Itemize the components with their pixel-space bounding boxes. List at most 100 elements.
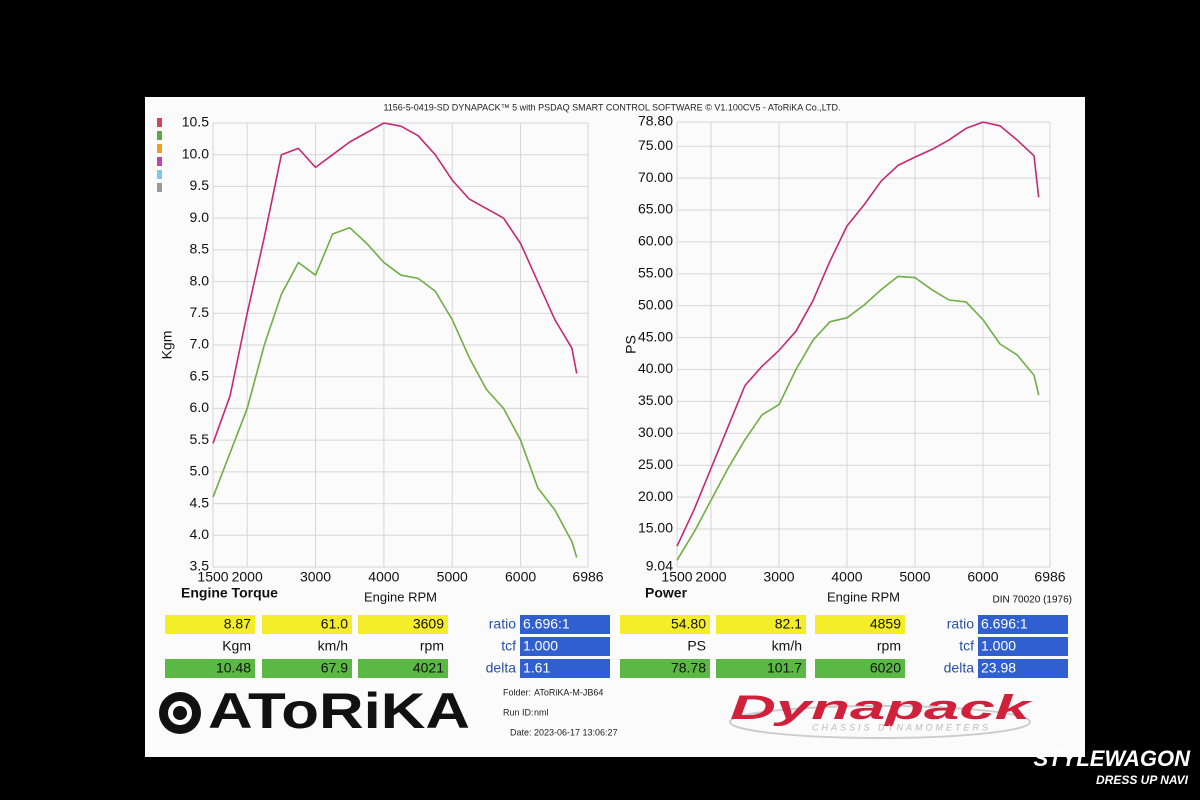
y-tick-label: 9.04 bbox=[646, 558, 673, 574]
folder: AToRiKA-M-JB64 bbox=[534, 687, 603, 697]
x-tick-label: 5000 bbox=[899, 569, 930, 585]
param-value: 23.98 bbox=[981, 660, 1016, 676]
param-label: ratio bbox=[489, 616, 516, 632]
readout-cell bbox=[165, 615, 255, 634]
key-swatch bbox=[157, 131, 162, 140]
brand-sub: CHASSIS DYNAMOMETERS bbox=[812, 722, 991, 732]
y-tick-label: 20.00 bbox=[638, 488, 673, 504]
readout-cell bbox=[262, 659, 352, 678]
x-tick-label: 4000 bbox=[831, 569, 862, 585]
watermark-line2: DRESS UP NAVI bbox=[1096, 773, 1189, 787]
y-tick-label: 70.00 bbox=[638, 169, 673, 185]
y-tick-label: 10.0 bbox=[182, 145, 209, 161]
param-label: tcf bbox=[501, 638, 516, 654]
readout-value: 10.48 bbox=[216, 660, 251, 676]
key-swatch bbox=[157, 157, 162, 166]
readout-value: 6020 bbox=[870, 660, 901, 676]
readout-unit: km/h bbox=[772, 638, 802, 654]
readout-value: 8.87 bbox=[224, 616, 251, 632]
param-label: ratio bbox=[947, 616, 974, 632]
readout-value: 3609 bbox=[413, 616, 444, 632]
company-logo: AToRiKA bbox=[208, 683, 470, 739]
x-tick-label: 6000 bbox=[505, 569, 536, 585]
y-tick-label: 40.00 bbox=[638, 360, 673, 376]
readout-cell bbox=[815, 659, 905, 678]
param-label: tcf bbox=[959, 638, 974, 654]
brand-logo: Dynapack bbox=[730, 689, 1034, 727]
y-tick-label: 65.00 bbox=[638, 201, 673, 217]
y-tick-label: 7.0 bbox=[190, 336, 210, 352]
x-tick-label: 6986 bbox=[1034, 569, 1065, 585]
y-tick-label: 60.00 bbox=[638, 233, 673, 249]
readout-value: 4021 bbox=[413, 660, 444, 676]
param-cell bbox=[520, 637, 610, 656]
readout-unit: PS bbox=[687, 638, 706, 654]
readout-cell bbox=[815, 615, 905, 634]
readout-value: 54.80 bbox=[671, 616, 706, 632]
data-line bbox=[212, 226, 578, 558]
color-key bbox=[157, 118, 162, 192]
y-tick-label: 4.0 bbox=[190, 526, 210, 542]
readout-cell bbox=[165, 659, 255, 678]
readout-cell bbox=[358, 615, 448, 634]
y-tick-label: 30.00 bbox=[638, 424, 673, 440]
x-tick-label: 1500 bbox=[197, 569, 228, 585]
readout-unit: rpm bbox=[877, 638, 901, 654]
atorika-logo: AToRiKA bbox=[159, 683, 470, 739]
y-tick-label: 75.00 bbox=[638, 137, 673, 153]
y-tick-label: 5.5 bbox=[190, 431, 210, 447]
x-tick-label: 3000 bbox=[763, 569, 794, 585]
note: DIN 70020 (1976) bbox=[993, 595, 1073, 606]
y-tick-label: 8.5 bbox=[190, 241, 210, 257]
key-swatch bbox=[157, 118, 162, 127]
x-tick-label: 2000 bbox=[695, 569, 726, 585]
y-tick-label: 35.00 bbox=[638, 392, 673, 408]
key-swatch bbox=[157, 144, 162, 153]
key-swatch bbox=[157, 183, 162, 192]
x-tick-label: 2000 bbox=[232, 569, 263, 585]
paper bbox=[145, 97, 1085, 757]
folder-label: Folder: bbox=[503, 687, 531, 697]
readout-cell bbox=[716, 615, 806, 634]
readout-value: 61.0 bbox=[321, 616, 348, 632]
y-tick-label: 10.5 bbox=[182, 114, 209, 130]
param-cell bbox=[520, 615, 610, 634]
data-line bbox=[676, 275, 1040, 561]
y-tick-label: 6.0 bbox=[190, 399, 210, 415]
readout-cell bbox=[620, 615, 710, 634]
y-tick-label: 5.0 bbox=[190, 463, 210, 479]
y-tick-label: 15.00 bbox=[638, 520, 673, 536]
x-axis-label: Engine RPM bbox=[364, 589, 437, 604]
param-cell bbox=[978, 615, 1068, 634]
y-tick-label: 9.0 bbox=[190, 209, 210, 225]
y-axis-label: PS bbox=[623, 335, 639, 354]
readout-value: 101.7 bbox=[767, 660, 802, 676]
y-tick-label: 25.00 bbox=[638, 456, 673, 472]
param-value: 1.000 bbox=[523, 638, 558, 654]
y-tick-label: 8.0 bbox=[190, 272, 210, 288]
param-cell bbox=[978, 637, 1068, 656]
readout-value: 4859 bbox=[870, 616, 901, 632]
param-cell bbox=[520, 659, 610, 678]
y-tick-label: 7.5 bbox=[190, 304, 210, 320]
readout-value: 82.1 bbox=[775, 616, 802, 632]
y-tick-label: 55.00 bbox=[638, 265, 673, 281]
data-line bbox=[676, 121, 1040, 547]
x-tick-label: 4000 bbox=[368, 569, 399, 585]
readout-cell bbox=[716, 659, 806, 678]
y-tick-label: 50.00 bbox=[638, 296, 673, 312]
y-tick-label: 78.80 bbox=[638, 113, 673, 129]
param-value: 6.696:1 bbox=[981, 616, 1028, 632]
x-tick-label: 6000 bbox=[967, 569, 998, 585]
readout-cell bbox=[358, 659, 448, 678]
y-tick-label: 4.5 bbox=[190, 494, 210, 510]
x-tick-label: 3000 bbox=[300, 569, 331, 585]
brand-swoosh bbox=[729, 705, 1031, 739]
readout-cell bbox=[262, 615, 352, 634]
param-label: delta bbox=[944, 660, 975, 676]
readout-value: 78.78 bbox=[671, 660, 706, 676]
date-label: Date: bbox=[510, 727, 532, 737]
date: 2023-06-17 13:06:27 bbox=[534, 727, 618, 737]
run-label: Run ID: bbox=[503, 707, 534, 717]
